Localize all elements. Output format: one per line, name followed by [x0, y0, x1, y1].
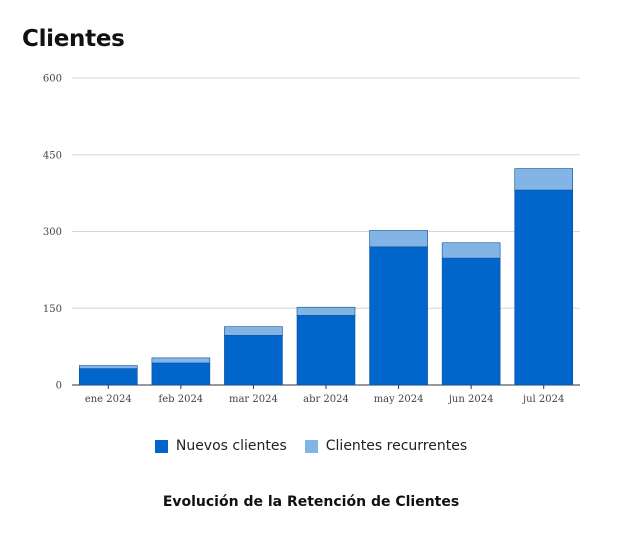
bar-nuevos[interactable]: [224, 335, 283, 386]
bar-nuevos[interactable]: [369, 246, 428, 386]
legend-swatch-recurrentes: [304, 439, 318, 453]
x-tick-label: feb 2024: [159, 394, 204, 405]
chart-title: Evolución de la Retención de Clientes: [162, 494, 460, 510]
legend-item-recurrentes[interactable]: Clientes recurrentes: [304, 438, 468, 454]
legend-label-recurrentes: Clientes recurrentes: [325, 438, 468, 454]
legend: Nuevos clientes Clientes recurrentes: [0, 438, 622, 454]
legend-label-nuevos: Nuevos clientes: [175, 438, 287, 454]
bar-recurrentes[interactable]: [441, 242, 501, 259]
x-tick-label: abr 2024: [303, 394, 349, 405]
x-tick-label: ene 2024: [85, 394, 132, 405]
y-tick-label: 450: [43, 150, 62, 161]
y-tick-label: 150: [43, 304, 62, 315]
bar-recurrentes[interactable]: [369, 230, 428, 248]
x-tick-label: may 2024: [374, 394, 424, 405]
x-tick-label: jul 2024: [522, 394, 564, 405]
bar-recurrentes[interactable]: [78, 365, 138, 369]
y-tick-label: 300: [43, 227, 62, 238]
bar-chart: 0 150 300 450 600 ene 2024 feb 2024 mar 2024 ab…: [43, 74, 580, 405]
bar-recurrentes[interactable]: [514, 168, 574, 191]
x-tick-label: jun 2024: [448, 394, 494, 405]
x-axis-ticks: ene 2024 feb 2024 mar 2024 abr 2024 may 2024…: [85, 385, 564, 405]
x-tick-label: mar 2024: [229, 394, 278, 405]
bar-nuevos[interactable]: [296, 315, 356, 386]
bar-nuevos[interactable]: [151, 362, 211, 386]
bar-nuevos[interactable]: [441, 257, 501, 386]
y-tick-label: 0: [56, 381, 62, 392]
bar-recurrentes[interactable]: [296, 306, 356, 316]
legend-item-nuevos[interactable]: Nuevos clientes: [154, 438, 287, 454]
bar-recurrentes[interactable]: [151, 357, 211, 364]
y-tick-label: 600: [43, 74, 62, 85]
bar-recurrentes[interactable]: [224, 326, 283, 336]
bars: [78, 168, 574, 386]
y-axis-ticks: 0 150 300 450 600: [43, 74, 62, 392]
legend-swatch-nuevos: [154, 439, 168, 453]
bar-nuevos[interactable]: [78, 368, 138, 386]
page-title: Clientes: [22, 26, 125, 52]
bar-nuevos[interactable]: [514, 189, 574, 386]
